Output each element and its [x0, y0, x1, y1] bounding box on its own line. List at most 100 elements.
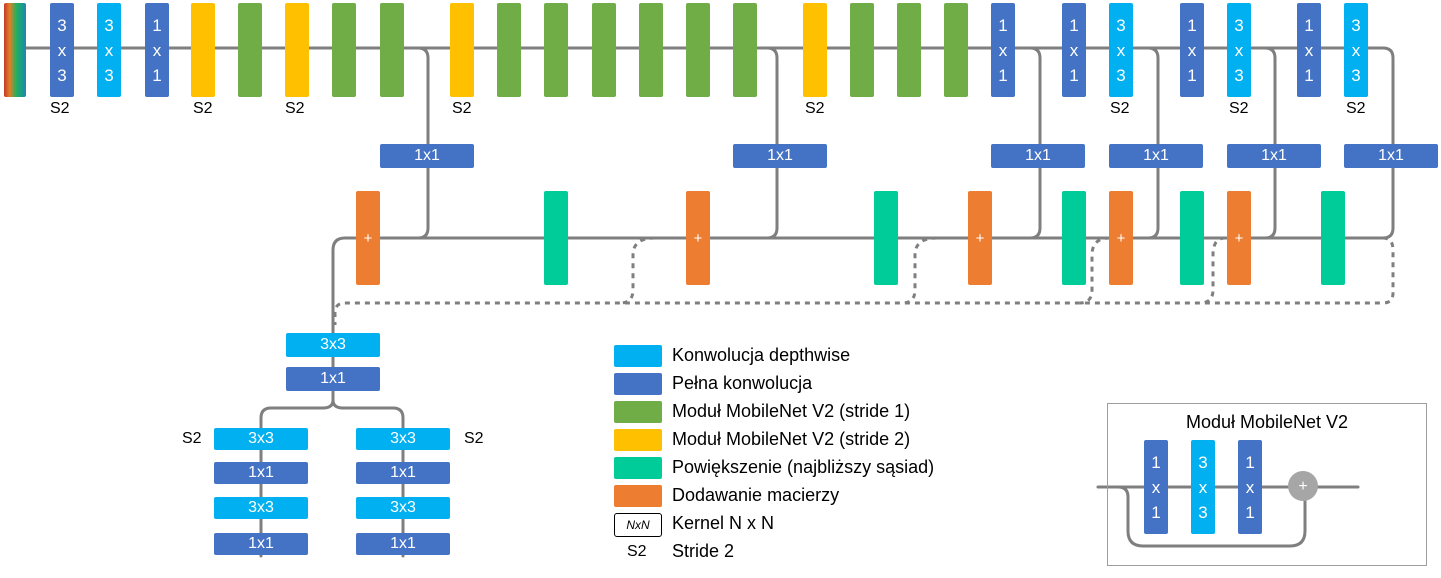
dashed-skip-line: [619, 236, 656, 305]
conv-3x3-full: 3 x 3: [50, 3, 74, 97]
stride-label: S2: [464, 430, 484, 447]
upsample-block: [874, 191, 898, 285]
legend-label-add: Dodawanie macierzy: [672, 485, 840, 505]
dashed-skip-line: [333, 236, 1395, 325]
lateral-conv-1x1: 1x1: [380, 144, 474, 168]
mnv2-stride1-block: [332, 3, 356, 97]
head-right-conv-1x1-full: 1x1: [356, 533, 450, 555]
matrix-add-block: +: [968, 191, 992, 285]
conv-3x3-depthwise: 3 x 3: [1344, 3, 1368, 97]
mnv2-stride1-block: [544, 3, 568, 97]
matrix-add-block: +: [686, 191, 710, 285]
stride-label: S2: [193, 100, 213, 117]
legend-label-mnv2-stride2: Moduł MobileNet V2 (stride 2): [672, 429, 911, 449]
head-line: [331, 398, 405, 430]
stride-label: S2: [805, 100, 825, 117]
conv-3x3-depthwise: 3 x 3: [1109, 3, 1133, 97]
conv-1x1-full: 1 x 1: [1297, 3, 1321, 97]
matrix-add-block: +: [356, 191, 380, 285]
branch-line: [755, 46, 779, 146]
inset-skip-line: [1116, 485, 1307, 548]
head-conv-1x1-full: 1x1: [286, 367, 380, 391]
head-line: [259, 389, 335, 430]
conv-1x1-full: 1 x 1: [145, 3, 169, 97]
head-left-conv-3x3-depthwise: 3x3: [214, 428, 308, 450]
legend-swatch-add: [614, 485, 662, 507]
merge-line: [765, 166, 779, 240]
mnv2-stride1-block: [944, 3, 968, 97]
mnv2-stride2-block: [450, 3, 474, 97]
mnv2-stride1-block: [592, 3, 616, 97]
matrix-add-block: +: [1227, 191, 1251, 285]
inset-add-circle: [1288, 471, 1318, 501]
legend-swatch-full-conv: [614, 373, 662, 395]
merge-line: [416, 166, 430, 240]
head-right-conv-3x3-depthwise: 3x3: [356, 497, 450, 519]
head-right-conv-3x3-depthwise: 3x3: [356, 428, 450, 450]
lateral-conv-1x1: 1x1: [1109, 144, 1203, 168]
branch-line: [1023, 46, 1042, 146]
merge-line: [1028, 166, 1042, 240]
legend-label-stride: Stride 2: [672, 541, 735, 561]
inset-conv-1x1: 1 x 1: [1238, 440, 1262, 534]
mnv2-stride1-block: [733, 3, 757, 97]
upsample-block: [1180, 191, 1204, 285]
merge-line: [1381, 166, 1395, 240]
dashed-skip-line: [1199, 236, 1226, 305]
head-conv-3x3-depthwise: 3x3: [286, 333, 380, 357]
merge-line: [1263, 166, 1277, 240]
mobilenet-v2-inset: Moduł MobileNet V2: [1107, 403, 1427, 566]
mnv2-stride1-block: [897, 3, 921, 97]
upsample-block: [1321, 191, 1345, 285]
legend-label-mnv2-stride1: Moduł MobileNet V2 (stride 1): [672, 401, 911, 421]
head-right-conv-1x1-full: 1x1: [356, 462, 450, 484]
branch-line: [1141, 46, 1160, 146]
input-image-block: [4, 3, 26, 97]
inset-conv-1x1: 1 x 1: [1144, 440, 1168, 534]
lateral-conv-1x1: 1x1: [1344, 144, 1438, 168]
legend-kernel-box: NxN: [614, 513, 662, 537]
legend-stride-key: S2: [627, 543, 647, 560]
branch-line: [1258, 46, 1277, 146]
branch-line: [403, 46, 430, 146]
inset-title: Moduł MobileNet V2: [1185, 412, 1349, 432]
conv-1x1-full: 1 x 1: [1062, 3, 1086, 97]
conv-1x1-full: 1 x 1: [991, 3, 1015, 97]
stride-label: S2: [1229, 100, 1249, 117]
inset-conv-3x3-depthwise: 3 x 3: [1191, 440, 1215, 534]
merge-line: [1146, 166, 1160, 240]
conv-1x1-full: 1 x 1: [1180, 3, 1204, 97]
legend-swatch-depthwise: [614, 345, 662, 367]
head-left-conv-3x3-depthwise: 3x3: [214, 497, 308, 519]
mnv2-stride1-block: [497, 3, 521, 97]
dashed-skip-line: [901, 236, 938, 305]
legend-swatch-upsample: [614, 457, 662, 479]
mnv2-stride1-block: [639, 3, 663, 97]
legend-label-full-conv: Pełna konwolucja: [672, 373, 813, 393]
upsample-block: [1062, 191, 1086, 285]
decoder-line: [331, 236, 1385, 335]
lateral-conv-1x1: 1x1: [991, 144, 1085, 168]
stride-label: S2: [182, 430, 202, 447]
stride-label: S2: [452, 100, 472, 117]
head-left-conv-1x1-full: 1x1: [214, 462, 308, 484]
head-left-conv-1x1-full: 1x1: [214, 533, 308, 555]
mnv2-stride2-block: [285, 3, 309, 97]
lateral-conv-1x1: 1x1: [1227, 144, 1321, 168]
svg-text:+: +: [1298, 478, 1307, 495]
mnv2-stride2-block: [191, 3, 215, 97]
mnv2-stride1-block: [850, 3, 874, 97]
lateral-conv-1x1: 1x1: [733, 144, 827, 168]
mnv2-stride1-block: [238, 3, 262, 97]
legend-label-depthwise: Konwolucja depthwise: [672, 345, 851, 365]
matrix-add-block: +: [1109, 191, 1133, 285]
legend-swatch-mnv2-stride1: [614, 401, 662, 423]
upsample-block: [544, 191, 568, 285]
conv-3x3-depthwise: 3 x 3: [1227, 3, 1251, 97]
legend-label-kernel: Kernel N x N: [672, 513, 775, 533]
stride-label: S2: [285, 100, 305, 117]
stride-label: S2: [50, 100, 70, 117]
mnv2-stride2-block: [803, 3, 827, 97]
conv-3x3-depthwise: 3 x 3: [97, 3, 121, 97]
